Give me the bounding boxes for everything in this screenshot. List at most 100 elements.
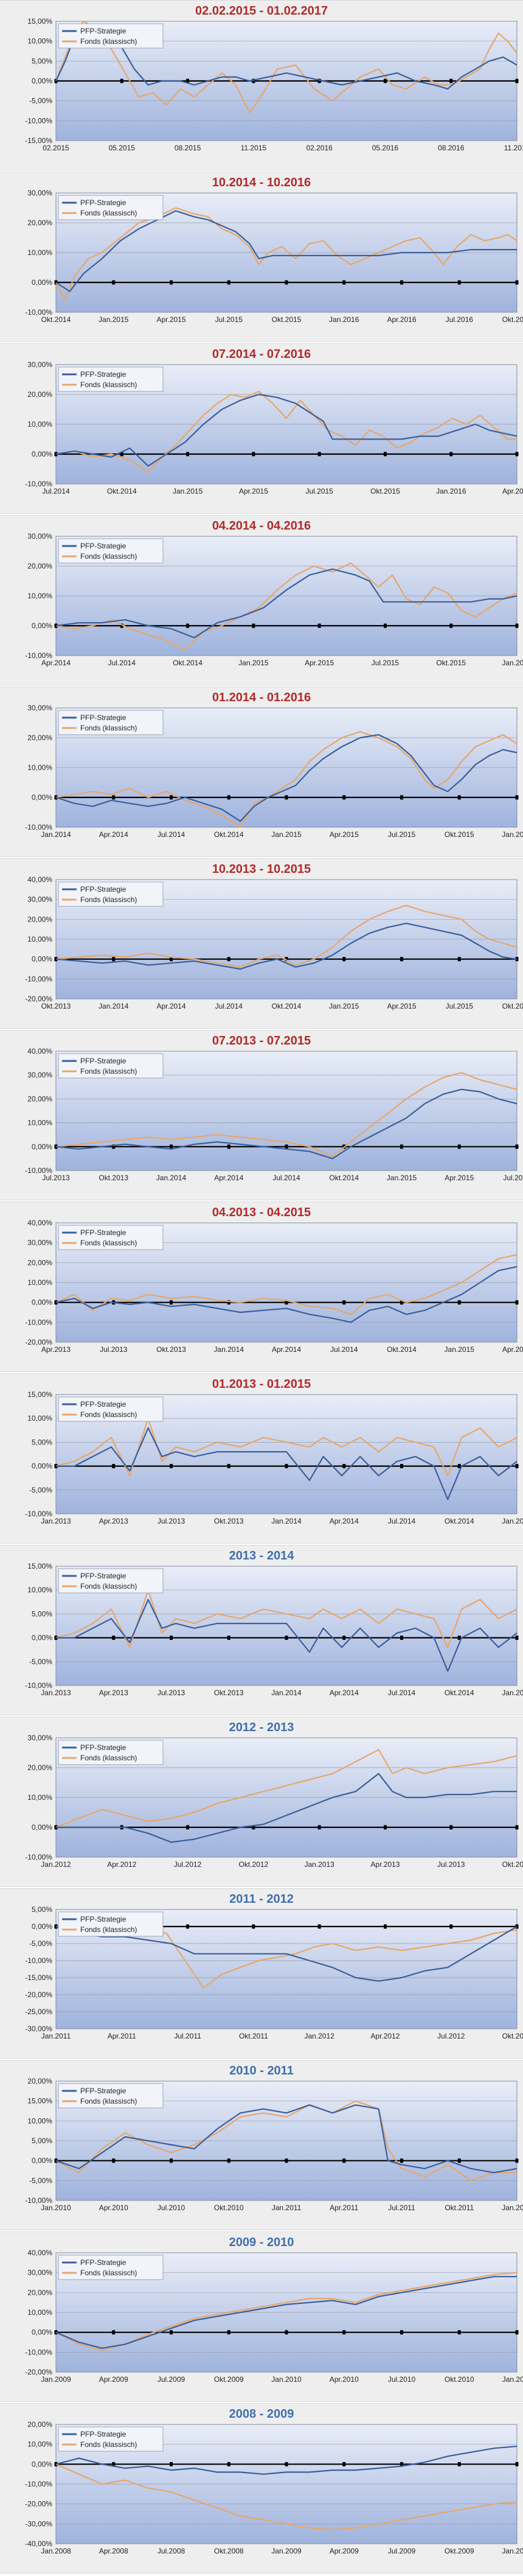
y-tick-label: 30,00% (27, 360, 52, 369)
x-tick-label: Apr.2012 (107, 1860, 136, 1869)
series-line-fonds (55, 731, 518, 828)
chart-svg: 15,00%10,00%5,00%0,00%-5,00%-10,00%Jan.2… (25, 1390, 523, 1525)
series-line-pfp (55, 1088, 518, 1160)
x-tick-marker (170, 2330, 173, 2335)
x-tick-label: Jan.2015 (271, 830, 302, 839)
chart-panel: 2010 - 2011 20,00% 15,00% 10,00% 5,00% 0,00% -… (0, 2060, 523, 2230)
chart-panel: 04.2014 - 04.2016 30,00% 20,00% 10,00% 0,00%… (0, 515, 523, 685)
legend-label: Fonds (klassisch) (80, 1410, 137, 1419)
x-tick-label: Jan.2012 (304, 2032, 334, 2040)
x-tick-label: Jan.2012 (502, 2203, 523, 2212)
x-tick-marker (227, 795, 230, 800)
x-tick-marker (317, 79, 321, 83)
chart-title: 10.2013 - 10.2015 (212, 863, 311, 876)
y-tick-label: 15,00% (27, 1390, 52, 1399)
y-tick-label: 20,00% (27, 733, 52, 742)
series-line-fonds (55, 2463, 518, 2531)
y-tick-label: -20,00% (25, 995, 52, 1003)
x-tick-marker (252, 452, 255, 457)
y-tick-label: 0,00% (32, 1634, 52, 1642)
x-tick-marker (449, 1825, 453, 1830)
x-tick-label: Okt.2012 (502, 2032, 523, 2040)
y-tick-label: -20,00% (25, 2500, 52, 2508)
x-tick-marker (227, 957, 230, 962)
y-tick-label: 0,00% (32, 955, 52, 964)
x-tick-label: Jan.2016 (329, 315, 359, 324)
series-line-fonds (55, 1589, 518, 1648)
chart-panel: 04.2013 - 04.2015 40,00% 30,00% 20,00% 10,00… (0, 1202, 523, 1372)
series-line-pfp (55, 393, 518, 467)
x-tick-label: Jan.2014 (41, 830, 71, 839)
x-tick-label: Jan.2012 (41, 1860, 71, 1869)
y-tick-label: -5,00% (29, 1939, 52, 1948)
x-tick-marker (457, 280, 461, 285)
chart-svg: 15,00% 10,00% 5,00% 0,00% -5,00% -10,00% -15,0… (25, 17, 523, 152)
x-tick-label: Jul.2010 (158, 2203, 185, 2212)
x-tick-marker (227, 2462, 230, 2466)
x-tick-marker (400, 1300, 403, 1305)
x-tick-label: Jul.2009 (158, 2375, 185, 2384)
x-tick-label: Jan.2014 (271, 1517, 302, 1525)
x-tick-marker (186, 79, 190, 83)
x-tick-marker (383, 1924, 387, 1929)
legend-label: Fonds (klassisch) (80, 209, 137, 217)
x-tick-marker (285, 2462, 288, 2466)
x-tick-label: Jul.2010 (388, 2375, 416, 2384)
chart-legend: PFP-Strategie Fonds (klassisch) (58, 1740, 164, 1765)
x-tick-marker (342, 280, 346, 285)
legend-label: PFP-Strategie (80, 2258, 126, 2267)
x-tick-marker (317, 452, 321, 457)
x-tick-marker (342, 1464, 346, 1469)
x-tick-marker (342, 1636, 346, 1640)
legend-label: Fonds (klassisch) (80, 895, 137, 904)
y-tick-label: 10,00% (27, 2308, 52, 2317)
series-line-pfp (55, 2276, 517, 2349)
x-tick-marker (170, 1636, 173, 1640)
y-tick-label: 20,00% (27, 2420, 52, 2429)
x-tick-label: Okt.2013 (502, 1860, 523, 1869)
y-tick-label: 40,00% (27, 1219, 52, 1227)
x-tick-marker (252, 1924, 255, 1929)
chart-svg: 40,00% 30,00% 20,00% 10,00% 0,00% -10,00% -20,… (25, 2249, 523, 2384)
x-tick-label: Jan.2010 (41, 2203, 71, 2212)
x-tick-label: Jul.2014 (272, 1174, 300, 1182)
x-tick-label: Okt.2013 (41, 1002, 71, 1010)
y-tick-label: -10,00% (25, 651, 52, 660)
series-line-pfp (56, 1773, 517, 1843)
chart-panel: 01.2013 - 01.2015 15,00% 10,00% 5,00% 0,00% -… (0, 1373, 523, 1544)
x-tick-marker (515, 1300, 519, 1305)
x-tick-label: Okt.2012 (239, 1860, 269, 1869)
y-tick-label: 20,00% (27, 1258, 52, 1267)
x-tick-marker (112, 2330, 116, 2335)
x-tick-label: Jul.2013 (42, 1174, 70, 1182)
x-tick-marker (400, 2330, 403, 2335)
legend-box (58, 1740, 164, 1765)
legend-label: PFP-Strategie (80, 27, 126, 35)
chart-legend: PFP-Strategie Fonds (klassisch) (58, 1568, 164, 1594)
x-tick-label: Apr.2011 (108, 2032, 136, 2040)
x-tick-marker (285, 1300, 288, 1305)
x-tick-marker (120, 79, 123, 83)
x-tick-label: Jul.2014 (158, 830, 185, 839)
y-tick-label: 10,00% (27, 592, 52, 600)
x-tick-label: Jul.2012 (174, 1860, 202, 1869)
x-tick-label: 08.2016 (438, 144, 465, 152)
x-tick-marker (515, 280, 519, 285)
chart-title: 2008 - 2009 (229, 2407, 294, 2421)
x-tick-marker (170, 2158, 173, 2163)
x-tick-marker (400, 2158, 403, 2163)
x-tick-label: Okt.2009 (445, 2547, 474, 2555)
y-tick-label: 0,00% (32, 2157, 52, 2165)
x-tick-label: Jul.2013 (158, 1689, 185, 1697)
x-tick-label: Okt.2011 (445, 2203, 474, 2212)
x-tick-label: Jan.2011 (41, 2032, 71, 2040)
y-tick-label: 10,00% (27, 2116, 52, 2125)
y-tick-label: 20,00% (27, 219, 52, 227)
legend-label: Fonds (klassisch) (80, 1925, 137, 1934)
x-tick-label: Jul.2014 (108, 659, 136, 667)
x-tick-label: Jan.2015 (329, 1002, 359, 1010)
chart-title: 2011 - 2012 (229, 1892, 294, 1906)
y-tick-label: 10,00% (27, 1586, 52, 1594)
legend-label: PFP-Strategie (80, 1057, 126, 1065)
x-tick-marker (317, 1924, 321, 1929)
